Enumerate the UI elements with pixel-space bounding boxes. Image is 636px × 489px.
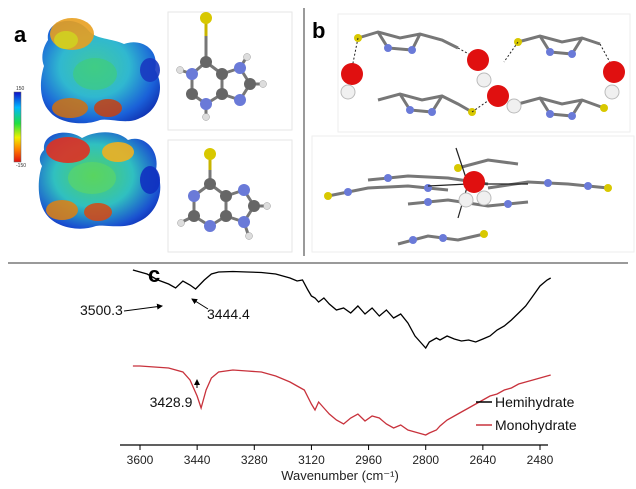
x-tick-label: 2960: [355, 453, 382, 467]
panel-b-figure: [311, 13, 635, 253]
peak-annotation: 3500.3: [80, 302, 123, 318]
molecule-model-bottom: [177, 148, 271, 240]
hydrogen-bonded-chain: [340, 30, 625, 120]
vertical-divider: [303, 8, 305, 256]
x-tick-label: 3280: [241, 453, 268, 467]
packing-frame-bottom: [311, 135, 635, 253]
colorbar-min-label: -150: [16, 163, 27, 169]
annotation-arrow: [123, 303, 163, 312]
panel-b-label: b: [312, 18, 326, 43]
ir-spectrum-chart: 3600 3440 3280 3120 2960 2800 2640 2480 Wavenumb…: [80, 269, 577, 483]
peak-annotation: 3428.9: [150, 394, 193, 410]
molecule-model-top: [176, 12, 267, 121]
horizontal-divider: [8, 262, 628, 264]
legend-label-hemihydrate: Hemihydrate: [495, 394, 575, 410]
x-axis-title: Wavenumber (cm⁻¹): [281, 468, 399, 483]
esp-map-bottom: [38, 132, 161, 229]
colorbar-max-label: 150: [16, 86, 25, 92]
molecule-frame-top: [167, 11, 293, 131]
peak-annotation: 3444.4: [207, 306, 250, 322]
molecule-frame-bottom: [167, 139, 293, 253]
series-line-monohydrate: [132, 365, 551, 436]
x-tick-label: 2800: [412, 453, 439, 467]
packing-frame-top: [337, 13, 631, 133]
color-scale-bar: [13, 91, 22, 163]
x-tick-label: 2480: [527, 453, 554, 467]
series-line-hemihydrate: [132, 269, 552, 350]
x-tick-label: 3120: [298, 453, 325, 467]
stacked-layers-view: [324, 147, 612, 246]
panel-c-label: c: [148, 262, 161, 287]
x-tick-label: 3600: [127, 453, 154, 467]
annotation-arrow: [191, 298, 209, 310]
panel-a-figure: [13, 11, 293, 253]
legend-label-monohydrate: Monohydrate: [495, 417, 577, 433]
x-tick-label: 2640: [470, 453, 497, 467]
esp-map-top: [40, 18, 160, 124]
panel-a-label: a: [14, 22, 27, 47]
x-tick-label: 3440: [184, 453, 211, 467]
